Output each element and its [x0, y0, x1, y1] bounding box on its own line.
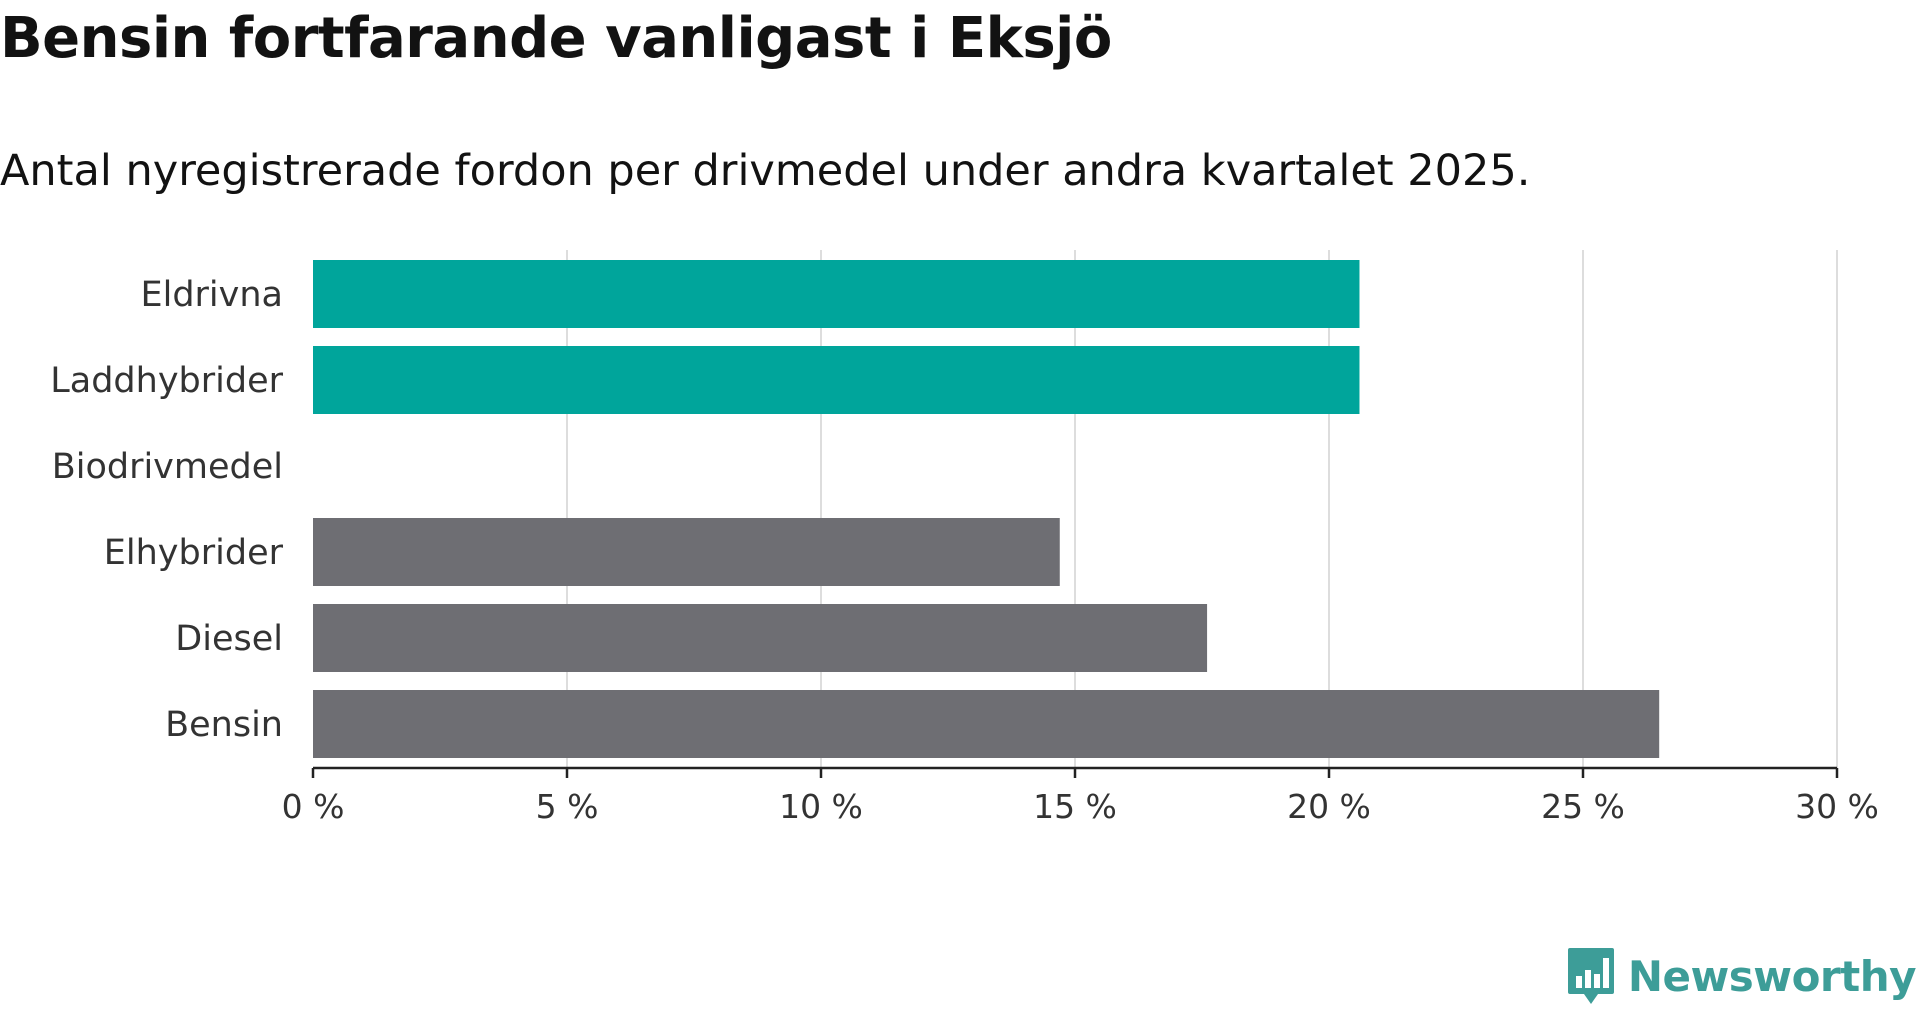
x-tick-label: 15 % [1033, 787, 1117, 826]
x-tick-label: 0 % [282, 787, 345, 826]
newsworthy-logo-icon [1567, 948, 1614, 1004]
category-label: Eldrivna [140, 275, 283, 315]
category-label: Laddhybrider [50, 361, 283, 401]
chart-subtitle: Antal nyregistrerade fordon per drivmede… [0, 146, 1531, 196]
x-tick-label: 25 % [1541, 787, 1625, 826]
bar [313, 690, 1660, 758]
category-label: Diesel [175, 619, 283, 659]
category-label: Bensin [165, 705, 283, 745]
category-label: Biodrivmedel [52, 447, 283, 487]
newsworthy-logo: Newsworthy [1566, 944, 1917, 1008]
category-label: Elhybrider [104, 533, 284, 573]
chart-title: Bensin fortfarande vanligast i Eksjö [0, 6, 1112, 71]
x-tick-label: 10 % [779, 787, 863, 826]
x-tick-label: 30 % [1795, 787, 1879, 826]
bar [313, 260, 1360, 328]
x-tick-label: 20 % [1287, 787, 1371, 826]
x-tick-label: 5 % [536, 787, 599, 826]
bar [313, 604, 1208, 672]
brand-name: Newsworthy [1627, 951, 1917, 1001]
bar [313, 518, 1060, 586]
bar [313, 346, 1360, 414]
bar-chart: Eldrivna Laddhybrider Biodrivmedel Elhybrid… [50, 250, 1879, 826]
